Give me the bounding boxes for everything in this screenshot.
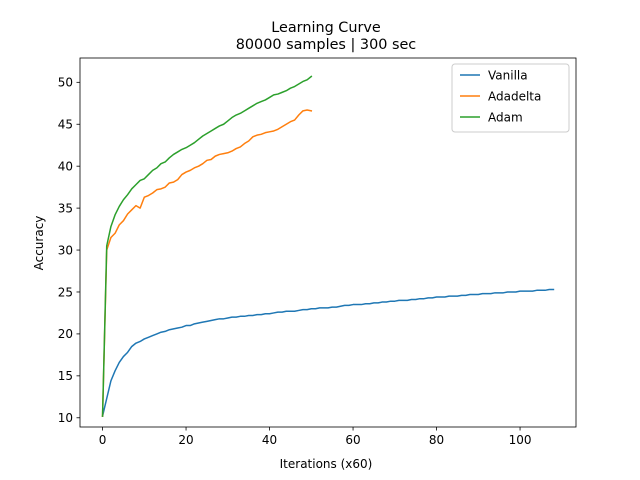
y-axis-label: Accuracy: [32, 216, 46, 271]
y-tick-label: 50: [58, 76, 73, 90]
chart-subtitle: 80000 samples | 300 sec: [236, 37, 417, 53]
y-tick-label: 25: [58, 285, 73, 299]
x-tick-label: 60: [345, 433, 360, 447]
y-tick-label: 20: [58, 327, 73, 341]
y-tick-label: 30: [58, 243, 73, 257]
legend-box: [451, 63, 570, 133]
x-axis-label: Iterations (x60): [280, 457, 373, 471]
x-tick-label: 100: [509, 433, 532, 447]
y-tick-label: 10: [58, 411, 73, 425]
series-line-adadelta: [101, 109, 313, 417]
legend-label-adam: Adam: [488, 110, 523, 124]
legend-label-adadelta: Adadelta: [488, 89, 541, 103]
legend-label-vanilla: Vanilla: [488, 68, 528, 82]
y-tick-label: 45: [58, 118, 73, 132]
chart-title: Learning Curve: [271, 20, 381, 36]
series-layer: [101, 75, 555, 418]
y-tick-label: 15: [58, 369, 73, 383]
series-line-adam: [101, 75, 313, 417]
y-tick-label: 35: [58, 201, 73, 215]
axes-layer: 0 20 40 60 80 100 10 15 20 25 30 35 40 45 50: [58, 57, 577, 447]
y-tick-label: 40: [58, 159, 73, 173]
legend: Vanilla Adadelta Adam: [451, 63, 570, 133]
x-tick-label: 40: [262, 433, 277, 447]
axes-frame: [79, 57, 577, 428]
x-tick-label: 0: [99, 433, 107, 447]
series-line-vanilla: [101, 288, 555, 418]
x-tick-label: 20: [178, 433, 193, 447]
x-tick-label: 80: [429, 433, 444, 447]
